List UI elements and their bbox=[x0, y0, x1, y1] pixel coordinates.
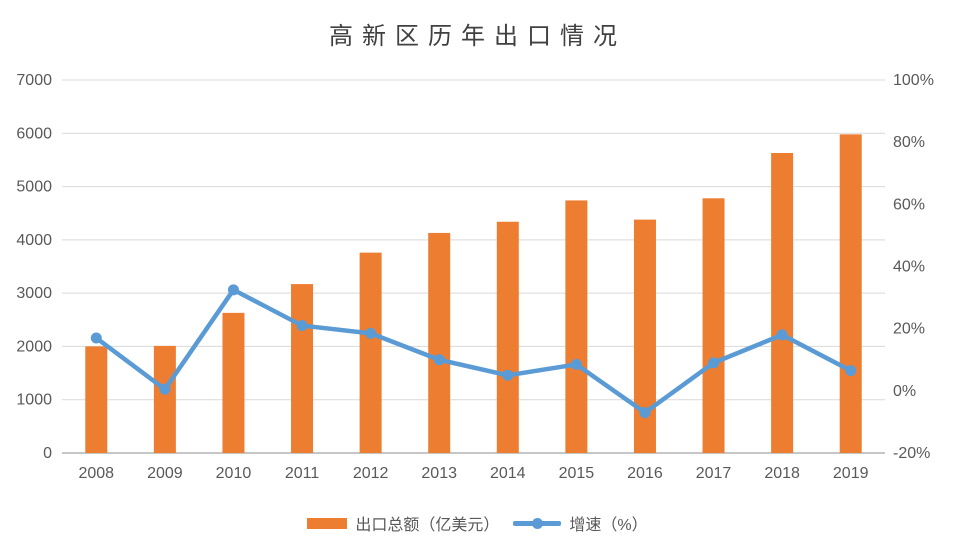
x-axis-tick-label: 2019 bbox=[833, 465, 869, 482]
growth-marker-2015 bbox=[570, 358, 582, 370]
growth-marker-2014 bbox=[502, 369, 514, 381]
growth-marker-2017 bbox=[708, 357, 720, 369]
export-bar-2018 bbox=[771, 153, 794, 453]
y2-axis-tick-label: -20% bbox=[893, 445, 930, 462]
export-bar-2011 bbox=[291, 284, 314, 453]
y-axis-tick-label: 6000 bbox=[16, 125, 52, 142]
x-axis-tick-label: 2013 bbox=[421, 465, 457, 482]
y2-axis-tick-label: 100% bbox=[893, 72, 934, 89]
growth-marker-2016 bbox=[639, 407, 651, 419]
x-axis-tick-label: 2009 bbox=[147, 465, 183, 482]
x-axis-tick-label: 2008 bbox=[78, 465, 114, 482]
legend-line-marker-icon bbox=[531, 517, 543, 529]
x-axis-tick-label: 2011 bbox=[285, 465, 320, 482]
legend-label-exports: 出口总额（亿美元） bbox=[355, 517, 500, 534]
x-axis-tick-label: 2017 bbox=[696, 465, 732, 482]
growth-marker-2019 bbox=[845, 365, 857, 377]
chart-legend: 出口总额（亿美元） 增速（%） bbox=[0, 511, 955, 535]
x-axis-tick-label: 2016 bbox=[627, 465, 663, 482]
y2-axis-tick-label: 0% bbox=[893, 383, 916, 400]
growth-marker-2010 bbox=[227, 284, 239, 296]
y-axis-tick-label: 4000 bbox=[16, 232, 52, 249]
growth-marker-2018 bbox=[776, 329, 788, 341]
y2-axis-tick-label: 80% bbox=[893, 134, 925, 151]
y2-axis-tick-label: 20% bbox=[893, 321, 925, 338]
legend-line-swatch bbox=[513, 517, 562, 529]
chart-title: 高新区历年出口情况 bbox=[329, 23, 626, 50]
y-axis-tick-label: 3000 bbox=[16, 285, 52, 302]
x-axis-tick-label: 2010 bbox=[216, 465, 252, 482]
export-bar-2015 bbox=[565, 200, 588, 453]
growth-marker-2011 bbox=[296, 320, 308, 332]
legend-bar-swatch bbox=[307, 517, 348, 529]
y2-axis-tick-label: 60% bbox=[893, 196, 925, 213]
legend-item-growth: 增速（%） bbox=[513, 511, 648, 535]
growth-marker-2013 bbox=[433, 354, 445, 366]
x-axis-tick-label: 2015 bbox=[559, 465, 595, 482]
y-axis-tick-label: 0 bbox=[43, 445, 52, 462]
y-axis-tick-label: 2000 bbox=[16, 338, 52, 355]
legend-item-exports: 出口总额（亿美元） bbox=[307, 511, 499, 535]
export-bar-2008 bbox=[85, 346, 108, 453]
x-axis-tick-label: 2018 bbox=[764, 465, 800, 482]
growth-marker-2012 bbox=[365, 327, 377, 339]
y-axis-tick-label: 1000 bbox=[16, 392, 52, 409]
y-axis-tick-label: 7000 bbox=[16, 72, 52, 89]
legend-label-growth: 增速（%） bbox=[569, 517, 648, 534]
x-axis-tick-label: 2014 bbox=[490, 465, 526, 482]
y-axis-tick-label: 5000 bbox=[16, 179, 52, 196]
export-bar-2014 bbox=[496, 221, 519, 453]
growth-marker-2008 bbox=[90, 332, 102, 344]
growth-marker-2009 bbox=[159, 383, 171, 395]
export-bar-2019 bbox=[839, 134, 862, 453]
y2-axis-tick-label: 40% bbox=[893, 259, 925, 276]
x-axis-tick-label: 2012 bbox=[353, 465, 389, 482]
export-bar-2010 bbox=[222, 312, 245, 453]
growth-line bbox=[94, 287, 853, 415]
export-bar-2016 bbox=[633, 219, 656, 453]
export-bar-2017 bbox=[702, 198, 725, 453]
export-bar-2012 bbox=[359, 252, 382, 453]
export-bar-2009 bbox=[153, 345, 176, 453]
export-bar-2013 bbox=[428, 232, 451, 453]
